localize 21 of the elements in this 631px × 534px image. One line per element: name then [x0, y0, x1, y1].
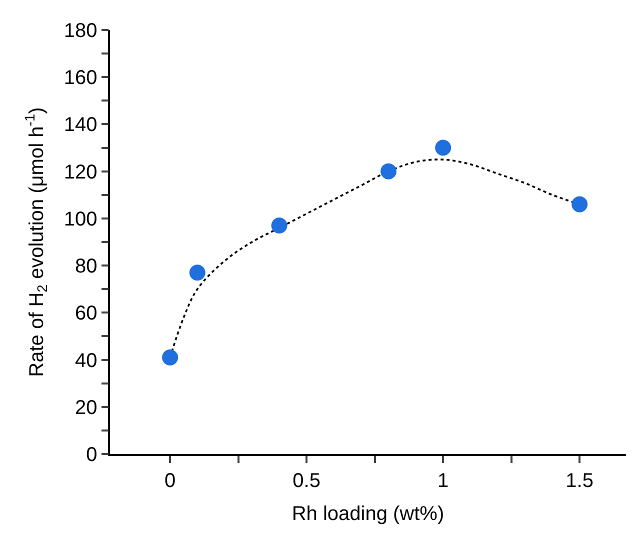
point: [435, 140, 452, 156]
y-tick-label: 60: [75, 302, 98, 325]
y-tick-label: 120: [64, 161, 98, 184]
point: [189, 264, 206, 281]
y-tick-label: 80: [75, 256, 98, 278]
y-tick-label: 20: [75, 396, 98, 419]
point: [271, 218, 288, 234]
x-axis-title: Rh loading (wt%): [292, 502, 444, 525]
x-tick-label: 1: [438, 470, 449, 492]
x-tick-label: 1.5: [566, 470, 594, 492]
y-tick-label: 0: [86, 444, 98, 466]
y-tick-label: 160: [64, 67, 98, 90]
y-tick-label: 40: [75, 350, 98, 372]
point: [162, 349, 178, 366]
x-tick-label: 0: [164, 470, 176, 492]
y-tick-label: 100: [64, 208, 98, 230]
y-tick-label: 140: [64, 114, 98, 136]
y-tick-label: 180: [64, 20, 98, 42]
x-tick-label: 0.5: [292, 470, 320, 492]
point: [572, 196, 588, 212]
point: [380, 163, 396, 180]
